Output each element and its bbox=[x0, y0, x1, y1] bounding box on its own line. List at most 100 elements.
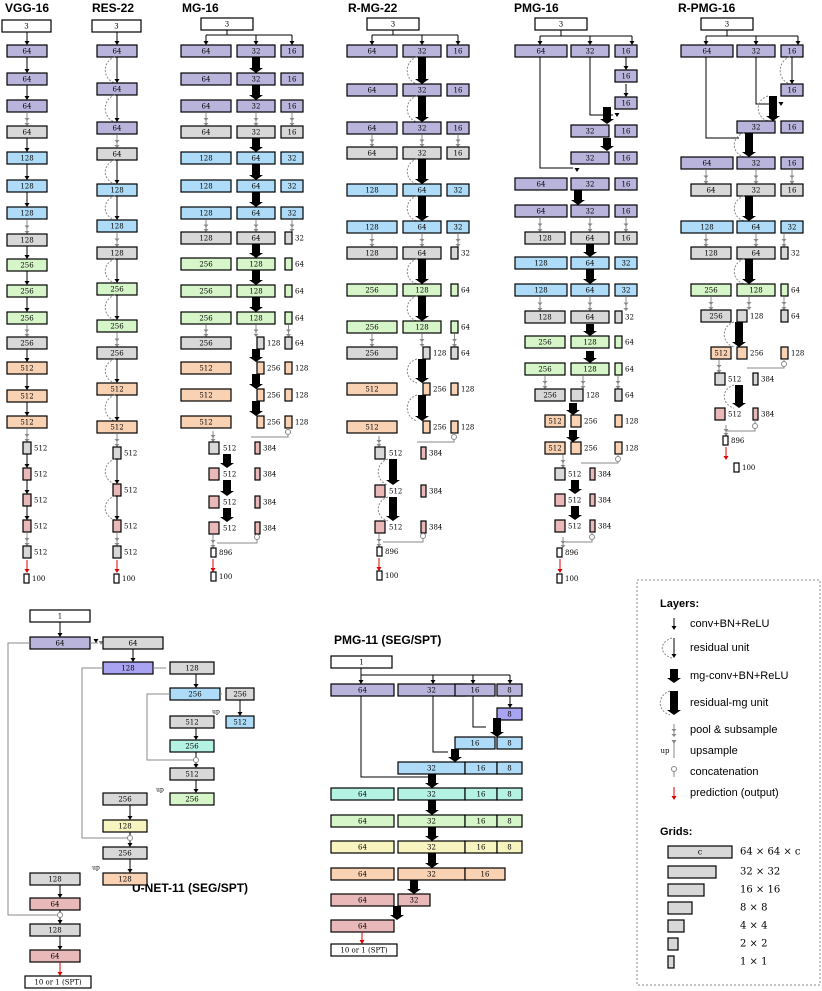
layer-box bbox=[180, 99, 232, 113]
pool-arrow-head bbox=[203, 329, 209, 333]
pool-arrow-head bbox=[708, 307, 714, 310]
conv-arrow-head bbox=[114, 41, 120, 45]
layer-box bbox=[446, 121, 470, 135]
layer-label: 128 bbox=[365, 224, 378, 232]
layer-box bbox=[514, 44, 568, 58]
layer-label: 384 bbox=[598, 523, 612, 531]
layer-box bbox=[450, 420, 459, 434]
concat-line bbox=[747, 359, 785, 369]
pool-arrow-head bbox=[781, 307, 787, 310]
pool-arrow-head bbox=[723, 433, 729, 436]
layer-box bbox=[346, 382, 398, 396]
concat-node bbox=[420, 533, 426, 539]
mg-conv-arrow bbox=[220, 480, 234, 496]
layer-label: 64 bbox=[358, 791, 367, 799]
layer-label: 128 bbox=[185, 665, 198, 673]
pool-arrow-head bbox=[253, 123, 259, 126]
layer-label: 64 bbox=[56, 640, 65, 648]
layer-label: 256 bbox=[199, 288, 213, 296]
layer-box bbox=[208, 521, 220, 535]
residual-loop bbox=[406, 195, 418, 222]
layer-box bbox=[780, 156, 804, 170]
input-fork bbox=[226, 30, 292, 36]
layer-box bbox=[454, 683, 496, 697]
conv-arrow-head bbox=[193, 684, 199, 688]
grid-size-label: 4 × 4 bbox=[740, 921, 767, 932]
layer-box bbox=[736, 183, 776, 197]
layer-box bbox=[256, 336, 265, 350]
legend-frame bbox=[636, 579, 821, 986]
pool-arrow-head bbox=[253, 224, 259, 228]
layer-label: 128 bbox=[118, 823, 131, 831]
layer-box bbox=[464, 867, 506, 881]
layer-label: 512 bbox=[223, 471, 236, 479]
skip-connection bbox=[81, 667, 128, 839]
layer-label: 32 bbox=[252, 48, 261, 56]
layer-box bbox=[22, 493, 32, 507]
layer-label: 64 bbox=[295, 288, 304, 296]
layer-box bbox=[614, 414, 623, 428]
connector-head bbox=[629, 41, 635, 45]
grid-size-label: 32 × 32 bbox=[740, 867, 780, 878]
conv-arrow-head bbox=[57, 633, 63, 637]
residual-loop bbox=[406, 295, 418, 322]
pool-arrow-head bbox=[114, 444, 120, 447]
layer-label: 256 bbox=[20, 262, 34, 270]
pool-arrow-head bbox=[24, 543, 30, 546]
conv-arrow-head bbox=[24, 69, 30, 73]
residual-loop bbox=[104, 458, 116, 485]
layer-box bbox=[180, 125, 232, 139]
legend-item-label: mg-conv+BN+ReLU bbox=[690, 670, 788, 682]
layer-label: 32 bbox=[752, 187, 761, 195]
mg-conv-arrow bbox=[415, 296, 429, 321]
layer-label: 128 bbox=[20, 155, 33, 163]
layer-box bbox=[514, 204, 568, 218]
layer-box bbox=[112, 519, 122, 533]
mg-conv-arrow bbox=[566, 403, 580, 415]
layer-box bbox=[346, 83, 398, 97]
pool-arrow-head bbox=[615, 381, 621, 384]
layer-box bbox=[23, 573, 30, 584]
layer-box bbox=[554, 493, 566, 507]
layer-label: 64 bbox=[707, 187, 716, 195]
layer-label: 64 bbox=[358, 923, 367, 931]
layer-label: 64 bbox=[703, 160, 712, 168]
pool-arrow-head bbox=[114, 344, 120, 347]
layer-box bbox=[280, 206, 304, 220]
layer-box bbox=[284, 231, 293, 245]
conv-arrow-head bbox=[24, 358, 30, 362]
layer-label: 32 bbox=[625, 314, 634, 322]
pool-arrow-head bbox=[24, 329, 30, 333]
layer-box bbox=[346, 44, 398, 58]
mg-conv-arrow bbox=[425, 827, 439, 841]
connector-head bbox=[507, 680, 513, 684]
layer-label: 32 bbox=[752, 48, 761, 56]
conv-arrow-head bbox=[193, 789, 199, 793]
layer-box bbox=[330, 840, 395, 854]
mg-conv-arrow bbox=[490, 718, 504, 737]
concat-line bbox=[417, 433, 455, 443]
pool-arrow-head bbox=[587, 302, 593, 306]
layer-label: 64 bbox=[202, 103, 211, 111]
pool-arrow-head bbox=[560, 541, 566, 544]
mg-conv-arrow bbox=[742, 133, 756, 157]
layer-box bbox=[180, 388, 232, 402]
layer-label: 256 bbox=[118, 796, 132, 804]
layer-label: 64 bbox=[202, 129, 211, 137]
mg-conv-arrow bbox=[220, 508, 234, 522]
connector-head bbox=[253, 41, 259, 45]
layer-box bbox=[496, 814, 523, 828]
layer-label: 128 bbox=[199, 210, 212, 218]
layer-label: 256 bbox=[188, 691, 202, 699]
layer-box bbox=[733, 462, 740, 473]
layer-label: 128 bbox=[267, 340, 280, 348]
layer-label: 256 bbox=[20, 340, 34, 348]
layer-box bbox=[752, 407, 759, 421]
conv-arrow-head bbox=[671, 654, 677, 658]
layer-box bbox=[570, 414, 582, 428]
connector-head bbox=[419, 41, 425, 45]
upsample-prefix: up bbox=[661, 747, 671, 755]
layer-box bbox=[570, 388, 584, 402]
layer-label: 64 bbox=[418, 250, 427, 258]
conv-arrow-head bbox=[789, 80, 795, 84]
